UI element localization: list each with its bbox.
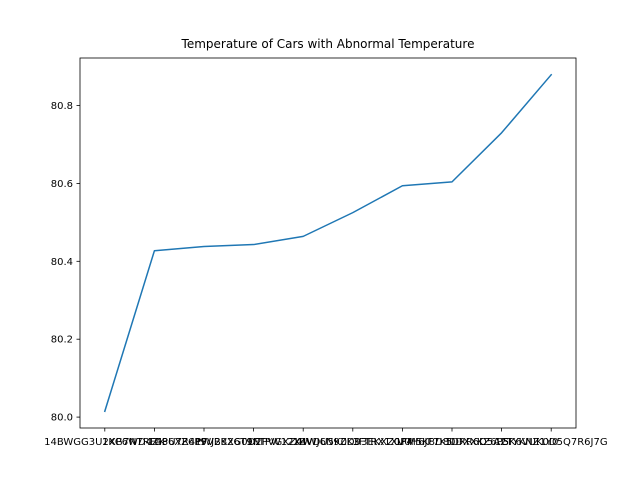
x-tick-label: 1G3U7R4PWJ2KX6T9N — [148, 437, 260, 448]
chart-title: Temperature of Cars with Abnormal Temper… — [181, 37, 475, 51]
x-tick-label: 1FVB82G0D2PVGXZ4W — [195, 437, 312, 448]
x-axis: 14BWGG3U2XP6WD4ZK1KG7N7RF4P6XZ6P91G3U7R4… — [44, 428, 608, 448]
x-tick-label: 1KG7N7RF4P6XZ6P9 — [102, 437, 207, 448]
y-tick-label: 80.6 — [51, 179, 73, 190]
y-tick-label: 80.8 — [51, 101, 73, 112]
y-axis: 80.0 80.2 80.4 80.6 80.8 — [51, 101, 80, 424]
x-tick-label: 1BVDU5K0D93EKXZ0P4 — [293, 437, 413, 448]
x-tick-label: 1FM5K8D80DXXKZ6P5 — [395, 437, 509, 448]
y-tick-label: 80.4 — [51, 257, 73, 268]
x-tick-label: 1GK6VUK0D5Q7R6J7G — [495, 437, 608, 448]
x-tick-label: 1FTPW12X4WJ6N9ZK3 — [247, 437, 360, 448]
x-tick-label: 14BWGG3U2XP6WD4ZK — [44, 437, 166, 448]
x-tick-label: 1FTRX1XV0H6JF7K5 — [352, 437, 452, 448]
x-tick-label: 1DRR6D5A2TYKNZ1Y0 — [445, 437, 559, 448]
plot-series — [103, 73, 553, 413]
series-line — [103, 73, 553, 413]
y-tick-label: 80.2 — [51, 335, 73, 346]
axes-frame — [79, 57, 577, 429]
y-tick-label: 80.0 — [51, 413, 73, 424]
